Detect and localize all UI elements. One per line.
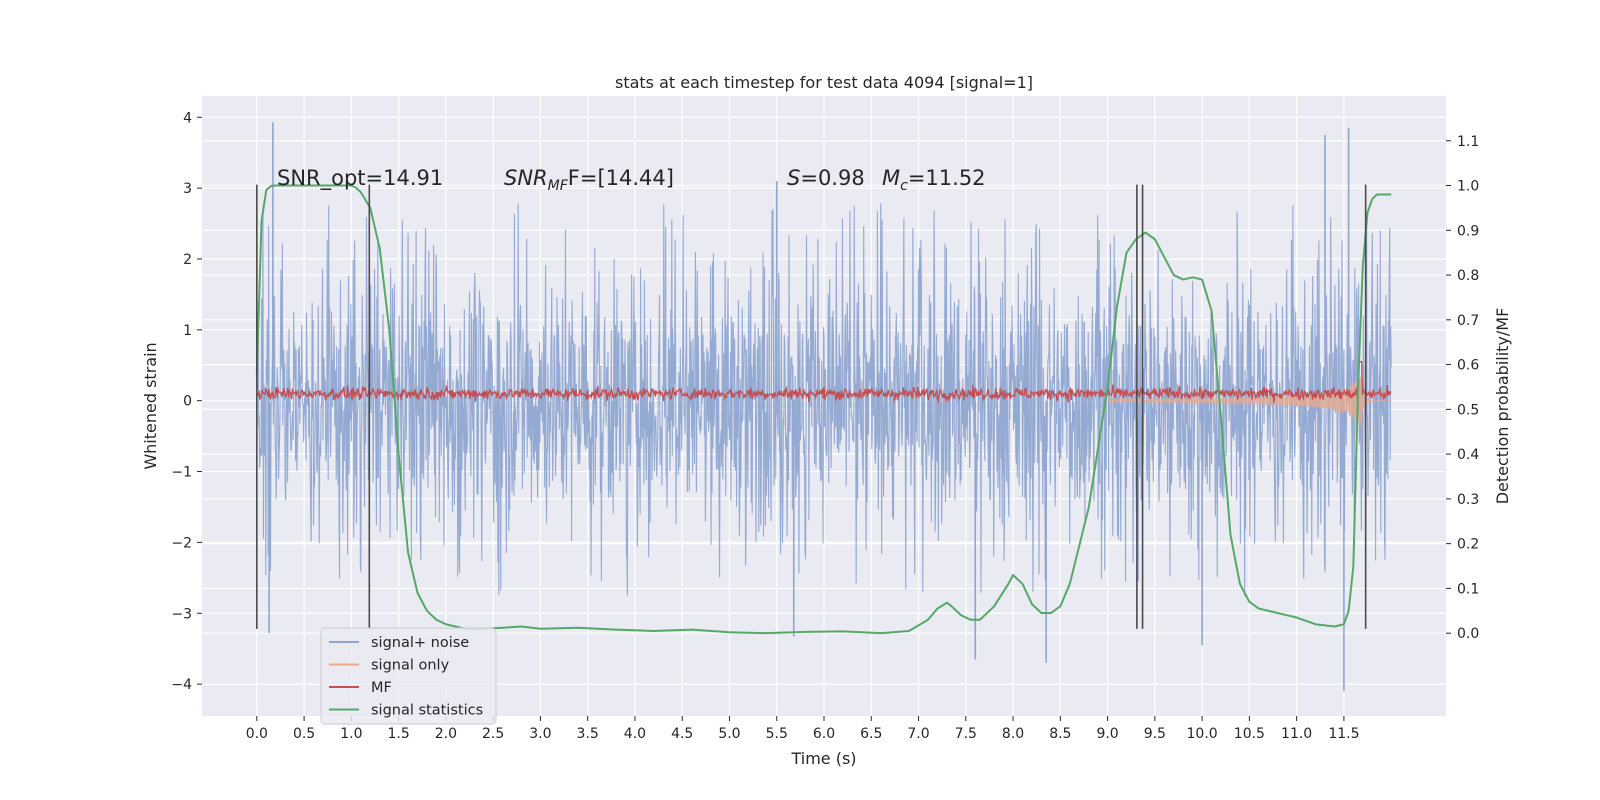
x-tick-label: 7.0 — [907, 726, 929, 742]
y-tick-right-label: 0.2 — [1457, 537, 1479, 553]
annotation-s: S=0.98 — [787, 166, 865, 190]
y-tick-right-label: 0.1 — [1457, 581, 1479, 597]
x-tick-label: 9.5 — [1144, 726, 1166, 742]
x-tick-label: 8.0 — [1002, 726, 1024, 742]
series-signal-statistics — [255, 184, 1392, 635]
snr-mf-symbol: SNR — [504, 166, 548, 190]
x-tick-label: 1.0 — [340, 726, 362, 742]
x-tick-label: 8.5 — [1049, 726, 1071, 742]
x-tick-label: 6.0 — [813, 726, 835, 742]
x-tick-label: 10.5 — [1234, 726, 1265, 742]
x-tick-label: 5.5 — [766, 726, 788, 742]
mc-subscript: c — [900, 178, 908, 194]
legend-label: signal only — [371, 658, 450, 674]
x-tick-label: 2.5 — [482, 726, 504, 742]
x-tick-label: 9.0 — [1096, 726, 1118, 742]
s-symbol: S — [787, 166, 800, 190]
y-tick-right-label: 0.8 — [1457, 268, 1479, 284]
x-axis-label: Time (s) — [790, 749, 856, 768]
snr-mf-value: F=[14.44] — [568, 166, 674, 190]
x-tick-label: 0.0 — [246, 726, 268, 742]
legend-box — [320, 627, 497, 725]
y-tick-label: −3 — [171, 606, 192, 622]
x-tick-label: 6.5 — [860, 726, 882, 742]
x-tick-label: 4.0 — [624, 726, 646, 742]
x-tick-label: 10.0 — [1187, 726, 1218, 742]
y-axis-left: 4 3 2 1 0 −1 −2 −3 −4 — [171, 110, 202, 693]
legend-label: signal+ noise — [371, 635, 469, 651]
y-tick-label: −4 — [171, 677, 192, 693]
x-tick-label: 11.0 — [1281, 726, 1312, 742]
x-tick-label: 2.0 — [435, 726, 457, 742]
y-tick-label: 0 — [183, 394, 192, 410]
y-tick-right-label: 0.4 — [1457, 447, 1479, 463]
x-axis: 0.0 0.5 1.0 1.5 2.0 2.5 3.0 3.5 4.0 4.5 5.0 5.5 6.0 6… — [246, 716, 1359, 742]
y-tick-right-label: 0.9 — [1457, 223, 1479, 239]
x-tick-label: 3.5 — [577, 726, 599, 742]
x-tick-label: 4.5 — [671, 726, 693, 742]
mc-value: =11.52 — [908, 166, 986, 190]
series-signal-only — [1107, 376, 1392, 427]
y-tick-right-label: 1.1 — [1457, 134, 1479, 150]
series-mf — [256, 361, 1392, 404]
series-layer — [255, 122, 1392, 692]
y-tick-right-label: 0.0 — [1457, 626, 1479, 642]
y-tick-label: 4 — [183, 110, 192, 126]
y-tick-label: 1 — [183, 323, 192, 339]
x-tick-label: 3.0 — [529, 726, 551, 742]
snr-mf-subscript: MF — [548, 178, 569, 194]
vertical-lines — [256, 184, 1367, 629]
y-tick-right-label: 0.3 — [1457, 492, 1479, 508]
y-tick-label: 2 — [183, 252, 192, 268]
y-tick-label: −2 — [171, 535, 192, 551]
annotation-mc: Mc=11.52 — [882, 166, 986, 194]
legend-label: signal statistics — [371, 703, 483, 719]
x-tick-label: 11.5 — [1328, 726, 1359, 742]
y-axis-right-label: Detection probability/MF — [1493, 308, 1512, 505]
series-signal-noise — [256, 203, 1392, 597]
y-axis-right: 1.1 1.0 0.9 0.8 0.7 0.6 0.5 0.4 0.3 0.2 0.1 0.0 — [1446, 134, 1479, 642]
y-tick-right-label: 0.7 — [1457, 313, 1479, 329]
annotation-snr-mf: SNRMFF=[14.44] — [504, 166, 674, 194]
y-tick-right-label: 1.0 — [1457, 179, 1479, 195]
annotation-snr-opt: SNR_opt=14.91 — [277, 166, 443, 191]
y-axis-label: Whitened strain — [141, 342, 160, 469]
legend-label: MF — [371, 680, 392, 696]
x-tick-label: 1.5 — [387, 726, 409, 742]
x-tick-label: 5.0 — [718, 726, 740, 742]
chart-title: stats at each timestep for test data 409… — [615, 73, 1033, 92]
legend: signal+ noise signal only MF signal statist… — [320, 627, 497, 725]
x-tick-label: 7.5 — [955, 726, 977, 742]
y-tick-right-label: 0.6 — [1457, 358, 1479, 374]
y-tick-right-label: 0.5 — [1457, 402, 1479, 418]
mc-symbol: M — [882, 166, 900, 190]
x-tick-label: 0.5 — [293, 726, 315, 742]
s-value: =0.98 — [800, 166, 864, 190]
y-tick-label: −1 — [171, 465, 192, 481]
y-tick-label: 3 — [183, 181, 192, 197]
